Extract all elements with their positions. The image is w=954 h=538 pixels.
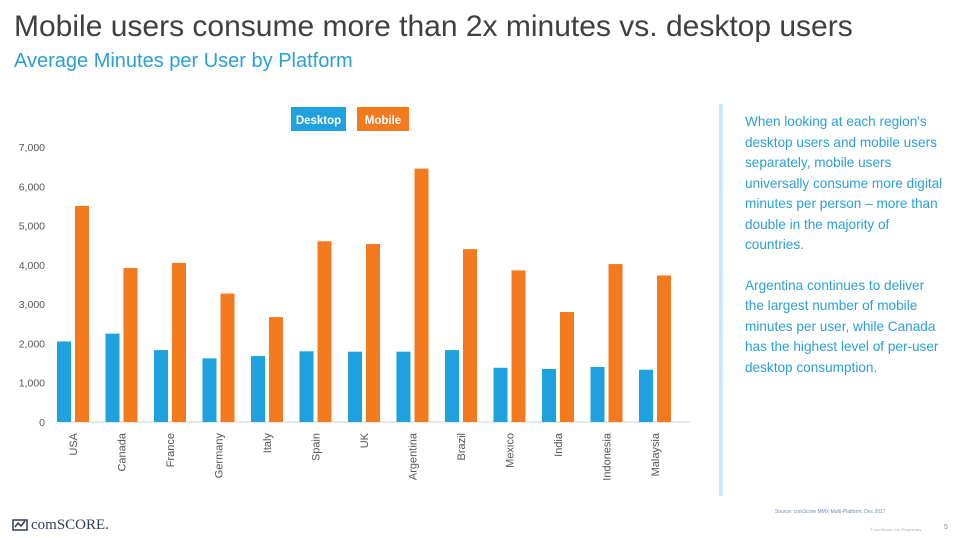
- y-tick-label: 1,000: [19, 378, 45, 390]
- x-tick-label: France: [165, 433, 177, 467]
- side-divider: [719, 104, 723, 496]
- legend-label-desktop: Desktop: [296, 115, 341, 127]
- page-title: Mobile users consume more than 2x minute…: [14, 10, 853, 43]
- bar-desktop-mexico: [493, 367, 508, 422]
- bar-mobile-argentina: [414, 168, 429, 422]
- commentary-paragraph-1: When looking at each region's desktop us…: [745, 114, 943, 252]
- comscore-logo: comSCORE.: [12, 517, 109, 534]
- y-tick-label: 2,000: [19, 338, 45, 350]
- page-number: 5: [944, 524, 948, 531]
- bar-desktop-uk: [348, 351, 362, 422]
- bar-desktop-germany: [202, 358, 217, 422]
- logo-text: comSCORE.: [31, 517, 109, 533]
- bar-desktop-argentina: [396, 351, 411, 422]
- bar-desktop-usa: [57, 341, 71, 422]
- bar-mobile-canada: [123, 268, 138, 422]
- bar-mobile-indonesia: [608, 264, 623, 422]
- source-note: Source: comScore MMX Multi-Platform, Dec…: [775, 509, 886, 515]
- x-tick-label: Indonesia: [602, 432, 614, 481]
- bar-desktop-brazil: [445, 350, 459, 422]
- x-tick-label: USA: [68, 432, 80, 455]
- bar-mobile-france: [172, 262, 186, 422]
- y-tick-label: 3,000: [19, 299, 45, 311]
- legend-label-mobile: Mobile: [365, 115, 401, 127]
- y-tick-label: 5,000: [19, 221, 45, 233]
- x-tick-label: Mexico: [505, 433, 517, 468]
- x-tick-label: Spain: [311, 433, 323, 461]
- commentary-paragraph-2: Argentina continues to deliver the large…: [745, 277, 939, 375]
- bar-mobile-india: [560, 312, 574, 422]
- bar-mobile-germany: [220, 293, 235, 422]
- bar-mobile-brazil: [463, 249, 477, 422]
- x-tick-label: Malaysia: [650, 432, 662, 476]
- x-tick-label: Argentina: [408, 432, 420, 480]
- x-tick-label: UK: [359, 432, 371, 448]
- bar-desktop-india: [542, 368, 556, 422]
- bar-mobile-malaysia: [657, 275, 671, 422]
- chart-subtitle: Average Minutes per User by Platform: [14, 50, 353, 72]
- bar-desktop-indonesia: [590, 367, 605, 422]
- bar-mobile-usa: [75, 205, 89, 422]
- bar-desktop-canada: [105, 333, 120, 422]
- copyright-note: © comScore, Inc. Proprietary.: [870, 527, 923, 532]
- bar-desktop-france: [154, 350, 168, 422]
- x-tick-label: Brazil: [456, 433, 468, 461]
- legend-swatch-mobile: [357, 107, 409, 131]
- y-tick-label: 0: [39, 417, 45, 429]
- bar-mobile-uk: [366, 244, 380, 422]
- x-tick-label: Canada: [117, 432, 129, 471]
- bar-mobile-mexico: [511, 270, 526, 422]
- bar-desktop-malaysia: [639, 369, 653, 422]
- bar-desktop-italy: [251, 356, 265, 422]
- x-tick-label: India: [553, 432, 565, 457]
- y-tick-label: 7,000: [19, 142, 45, 154]
- comscore-logo-icon: [12, 519, 28, 531]
- x-tick-label: Germany: [214, 433, 226, 479]
- bar-desktop-spain: [299, 351, 314, 422]
- y-tick-label: 4,000: [19, 260, 45, 272]
- bar-chart: 0 1,000 2,000 3,000 4,000 5,000 6,000 7,000 Desk…: [19, 107, 690, 481]
- side-commentary: When looking at each region's desktop us…: [745, 112, 945, 398]
- bar-mobile-italy: [269, 317, 283, 422]
- y-tick-label: 6,000: [19, 181, 45, 193]
- bar-mobile-spain: [317, 241, 332, 422]
- legend-swatch-desktop: [291, 107, 346, 131]
- x-tick-label: Italy: [262, 433, 274, 454]
